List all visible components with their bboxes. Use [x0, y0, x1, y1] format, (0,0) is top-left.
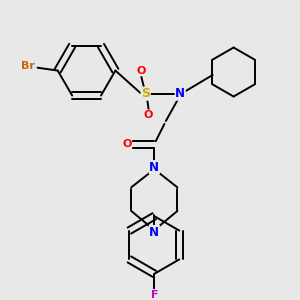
Text: F: F	[151, 290, 158, 300]
Text: N: N	[149, 161, 159, 174]
Text: N: N	[149, 226, 159, 238]
Text: S: S	[141, 87, 150, 100]
Text: N: N	[175, 87, 185, 100]
Text: O: O	[122, 139, 132, 149]
Text: Br: Br	[20, 61, 34, 71]
Text: O: O	[137, 66, 146, 76]
Text: O: O	[144, 110, 153, 120]
